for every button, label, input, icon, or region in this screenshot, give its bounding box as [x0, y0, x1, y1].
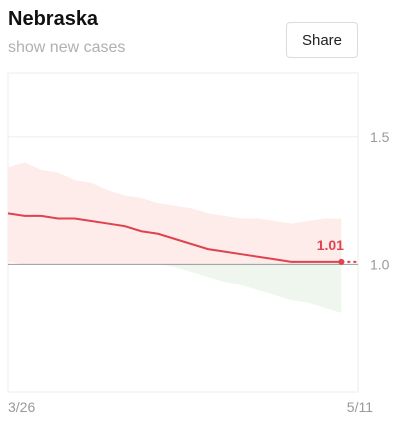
x-tick-label-start: 3/26 [8, 399, 35, 415]
show-new-cases-link[interactable]: show new cases [8, 39, 126, 56]
x-tick-label-end: 5/11 [347, 399, 373, 415]
confidence-band-below [8, 264, 342, 313]
y-tick-label: 1.0 [370, 256, 390, 272]
y-tick-label: 1.5 [370, 129, 390, 145]
confidence-band-above [8, 162, 342, 265]
share-button[interactable]: Share [286, 22, 358, 58]
page-title: Nebraska [8, 8, 99, 30]
current-value-point [338, 258, 345, 265]
current-value-label: 1.01 [317, 237, 344, 253]
rt-series-line [7, 212, 342, 263]
